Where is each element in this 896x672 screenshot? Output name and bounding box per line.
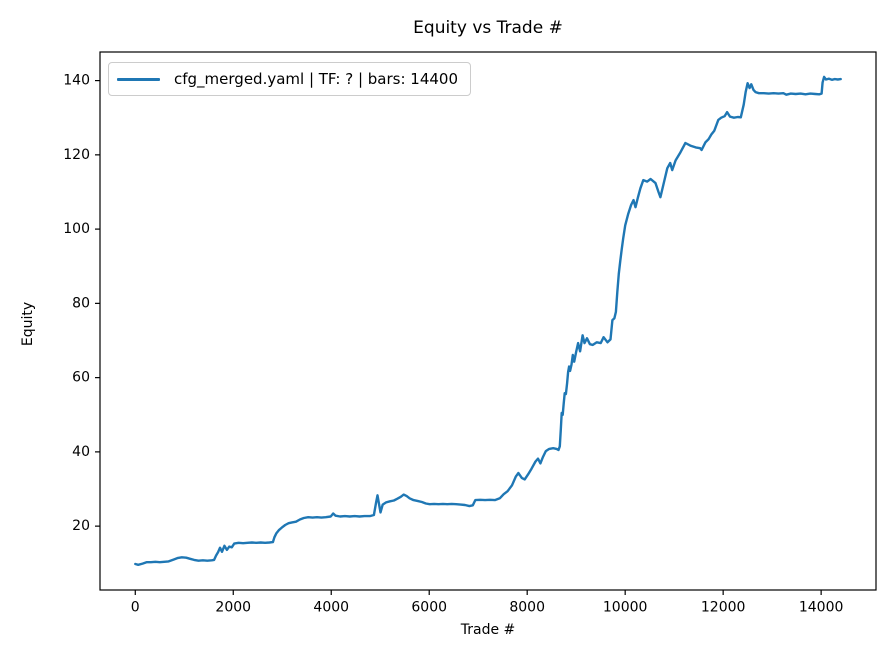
x-tick-label: 0 xyxy=(131,600,140,616)
legend: cfg_merged.yaml | TF: ? | bars: 14400 xyxy=(108,62,472,96)
y-tick-label: 40 xyxy=(72,444,90,460)
y-tick-label: 60 xyxy=(72,370,90,386)
x-tick-label: 4000 xyxy=(313,600,349,616)
y-tick-label: 120 xyxy=(63,147,90,163)
legend-label: cfg_merged.yaml | TF: ? | bars: 14400 xyxy=(174,70,459,88)
x-axis-label: Trade # xyxy=(460,622,516,638)
legend-line-swatch xyxy=(117,77,160,81)
y-tick-label: 80 xyxy=(72,295,90,311)
x-tick-label: 2000 xyxy=(215,600,251,616)
x-tick-label: 8000 xyxy=(509,600,545,616)
x-tick-label: 14000 xyxy=(799,600,844,616)
y-tick-label: 100 xyxy=(63,221,90,237)
y-tick-label: 140 xyxy=(63,73,90,89)
x-tick-label: 6000 xyxy=(411,600,447,616)
equity-line xyxy=(134,75,842,566)
y-tick-label: 20 xyxy=(72,518,90,534)
axes-spines xyxy=(99,51,877,591)
y-axis-label: Equity xyxy=(20,301,36,347)
chart-title: Equity vs Trade # xyxy=(413,18,563,38)
x-tick-label: 10000 xyxy=(603,600,648,616)
x-tick-label: 12000 xyxy=(701,600,746,616)
